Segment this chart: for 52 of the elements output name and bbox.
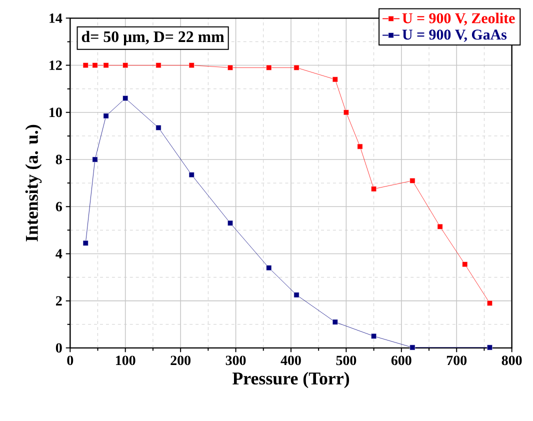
point: [156, 62, 162, 68]
point: [228, 64, 233, 70]
y-tick-label: 6: [56, 202, 62, 212]
point: [487, 344, 492, 350]
y-tick-label: 14: [50, 14, 62, 23]
point: [188, 172, 194, 178]
annotation: d= 50 μm, D= 22 mm: [82, 30, 224, 46]
point: [343, 110, 349, 116]
point: [266, 64, 272, 70]
point: [92, 62, 98, 68]
point: [371, 186, 377, 192]
x-tick-label: 700: [446, 356, 467, 366]
point: [371, 333, 377, 339]
point: [294, 64, 300, 70]
point: [487, 300, 492, 306]
point: [294, 292, 300, 298]
point: [156, 124, 162, 130]
y-tick-label: 8: [56, 154, 62, 164]
legend-label: U = 900 V, GaAs: [402, 30, 507, 42]
x-tick-label: 400: [280, 356, 301, 366]
point: [332, 76, 338, 82]
legend-label: U = 900 V, Zeolite: [402, 12, 515, 26]
point: [266, 265, 272, 271]
x-tick-label: 500: [336, 356, 356, 366]
point: [410, 344, 416, 350]
y-tick-label: 12: [50, 60, 62, 70]
point: [228, 220, 233, 226]
point: [462, 262, 468, 268]
x-tick-label: 200: [170, 356, 190, 366]
y-tick-label: 2: [56, 296, 62, 306]
point: [188, 62, 194, 68]
point: [122, 95, 128, 101]
point: [410, 178, 416, 184]
y-tick-label: 0: [56, 343, 62, 353]
point: [82, 62, 88, 68]
x-tick-label: 600: [391, 356, 412, 366]
point: [357, 144, 363, 150]
point: [103, 113, 109, 119]
x-tick-label: 0: [67, 356, 74, 366]
point: [82, 240, 88, 246]
point: [92, 156, 98, 162]
y-axis-title: Intensity (a. u.): [25, 124, 42, 242]
point: [332, 319, 338, 325]
x-tick-label: 300: [226, 356, 246, 366]
x-tick-label: 800: [502, 356, 522, 366]
y-tick-label: 10: [50, 108, 62, 118]
point: [437, 224, 443, 230]
y-tick-label: 4: [56, 249, 62, 258]
point: [122, 62, 128, 68]
x-axis-title: Pressure (Torr): [232, 372, 350, 388]
point: [103, 62, 109, 68]
x-tick-label: 100: [116, 356, 136, 366]
